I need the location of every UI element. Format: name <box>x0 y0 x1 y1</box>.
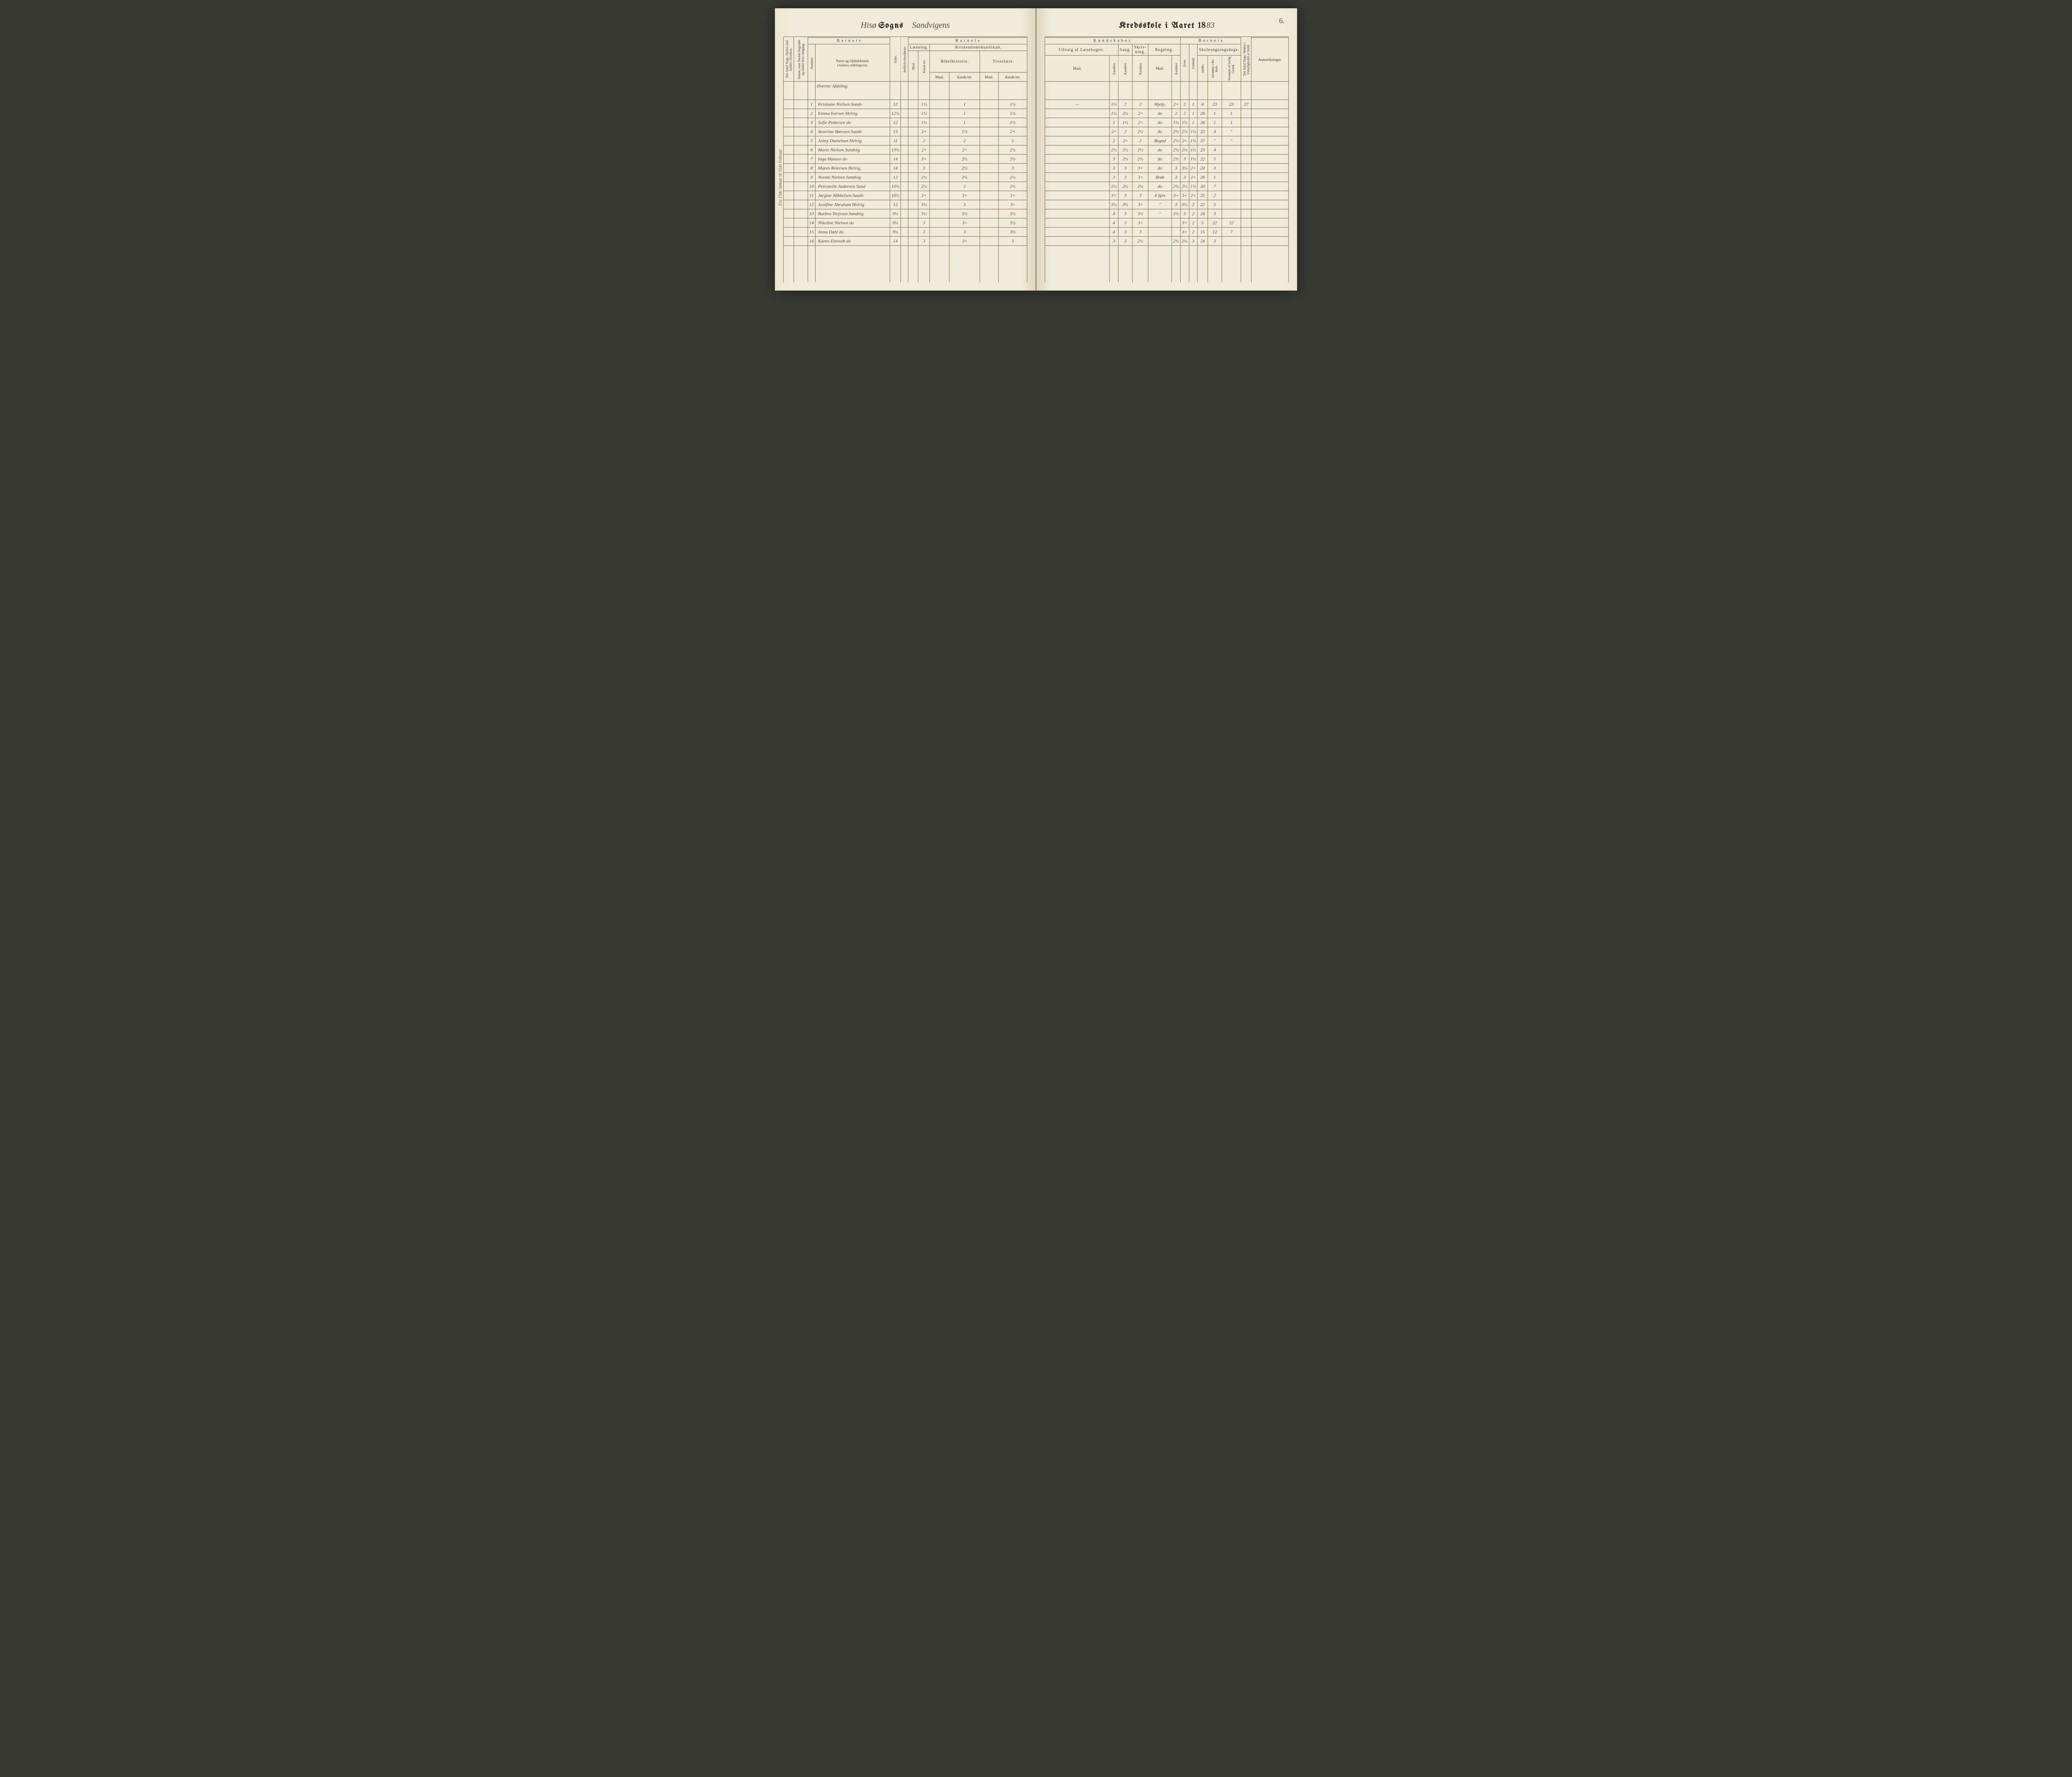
left-title: Hisø Sogns Sandvigens <box>783 21 1027 30</box>
col-regning: Regning. <box>1148 44 1181 56</box>
table-row: 6Marie Nielsen Sandvig13½2÷2÷2½ <box>784 145 1027 155</box>
table-row: 10Petronelle Andersen Sand10½2½22½ <box>784 182 1027 191</box>
group-barnets-r: B a r n e t s <box>1180 37 1241 44</box>
col-laesning: Læsning. <box>908 44 930 51</box>
col-antal-dage-r: Det Antal Dage, Skolen i Virkeligheden e… <box>1241 37 1251 82</box>
left-table: Det Antal Dage, Skolen skal holdes i Kre… <box>783 36 1027 282</box>
group-barnets-l2: B a r n e t s <box>908 37 1027 44</box>
blank-row <box>1045 255 1289 264</box>
table-row: 2½2½2½do2½2½1½234 <box>1045 145 1289 155</box>
table-row: 433½"3½32243 <box>1045 209 1289 218</box>
right-page: 6. Kredsskole i Aaret 1883 K u n d s k a… <box>1036 8 1297 291</box>
table-row: 16Karen Elstvedt do1433÷3 <box>784 237 1027 246</box>
col-evne: Evne. <box>1180 44 1189 82</box>
table-row: 11Jørgine Mikkelsen Sandv10½3+3+3+ <box>784 191 1027 200</box>
table-row: 13Barbra Terjesen Sandvig9½3½3½3½ <box>784 209 1027 218</box>
col-reg-kar: Karakter. <box>1172 56 1181 82</box>
table-row: 11½2÷do1½1½12611 <box>1045 118 1289 127</box>
col-troes: Troeslære. <box>980 51 1027 73</box>
col-indskrev: Indskrivelsesdatum. <box>901 37 908 82</box>
col-reg-maal: Maal. <box>1148 56 1172 82</box>
blank-row <box>784 91 1027 100</box>
blank-row <box>1045 264 1289 273</box>
col-modte: mødte. <box>1198 56 1208 82</box>
left-page: Fra 15de Januar til 15de Februar Hisø So… <box>775 8 1036 291</box>
table-row: 15Anna Dahl do9½333½ <box>784 228 1027 237</box>
section-heading-row: Øverste Afdeling <box>784 82 1027 91</box>
col-datum: Datum, naar Skolen begynder og slutter h… <box>794 37 808 82</box>
table-row: 32½2½do2½31½225 <box>1045 155 1289 164</box>
blank-row <box>784 273 1027 282</box>
table-row: 333÷Brøk332+261 <box>1045 173 1289 182</box>
page-number: 6. <box>1279 17 1285 25</box>
col-antal-dage: Det Antal Dage, Skolen skal holdes i Kre… <box>784 37 794 82</box>
table-row: 332½2½2½3243 <box>1045 237 1289 246</box>
right-title: Kredsskole i Aaret 1883 <box>1045 21 1289 30</box>
blank-row-r2 <box>1045 91 1289 100</box>
table-row: 9Noomi Nielsen Sandvig122½2½2½ <box>784 173 1027 182</box>
col-skr-kar: Karakter. <box>1133 56 1148 82</box>
table-row: 2÷22½do2½2½1½234" <box>1045 127 1289 136</box>
blank-row <box>784 264 1027 273</box>
right-table: K u n d s k a b e r. B a r n e t s Det A… <box>1045 36 1289 282</box>
col-skriv: Skriv-ning. <box>1133 44 1148 56</box>
col-tro-kar: Karak-ter. <box>998 73 1027 82</box>
table-row: 5Jenny Danielsen Helvig11222 <box>784 136 1027 145</box>
table-row: 1Kristiane Nielsen Sandv121½11½ <box>784 100 1027 109</box>
margin-note: Fra 15de Januar til 15de Februar <box>778 149 783 206</box>
col-udvalg: Udvalg af Læsebogen. <box>1045 44 1118 56</box>
table-row: 3½3½3÷"33½2225 <box>1045 200 1289 209</box>
col-sang: Sang. <box>1118 44 1133 56</box>
table-row: 12Josefine Abraham Helvig123½33÷ <box>784 200 1027 209</box>
ledger-book: Fra 15de Januar til 15de Februar Hisø So… <box>775 8 1297 291</box>
table-row: 2½2½2½do2½2½1½207 <box>1045 182 1289 191</box>
col-bibel: Bibelhistorie. <box>930 51 980 73</box>
table-row: —1½22Hjelp.2+214232327 <box>1045 100 1289 109</box>
blank-row <box>1045 273 1289 282</box>
col-fors1: forsømte i det Hele. <box>1208 56 1222 82</box>
col-kristendom: Kristendomskundskab. <box>930 44 1027 51</box>
table-row: 4Severine Børesen Sandv132+1½2+ <box>784 127 1027 136</box>
col-navn: Navn og Opholdssted. (Anføres afdelingsv… <box>816 44 890 82</box>
col-anm: Anmærkninger. <box>1251 37 1289 82</box>
group-barnets-l: B a r n e t s <box>808 37 890 44</box>
col-forhold: Forhold. <box>1189 44 1198 82</box>
blank-row <box>784 246 1027 255</box>
table-row: 1½2½2÷do2212611 <box>1045 109 1289 118</box>
col-udv-kar: Karakter. <box>1110 56 1118 82</box>
blank-row-r <box>1045 82 1289 91</box>
col-laes-kar: Karak-ter. <box>918 51 930 82</box>
table-row: 22÷2Begnd2½2÷1½27"" <box>1045 136 1289 145</box>
blank-row <box>784 255 1027 264</box>
col-sang-kar: Karakter. <box>1118 56 1133 82</box>
col-nummer: Nummer. <box>808 44 816 82</box>
blank-row <box>1045 246 1289 255</box>
table-row: 333+do33½2+243 <box>1045 164 1289 173</box>
col-tro-maal: Maal. <box>980 73 998 82</box>
table-row: 433÷3+252222 <box>1045 218 1289 228</box>
col-skolesog: Skolesøgningsdage. <box>1198 44 1241 56</box>
col-fors2: forsømte af lovlig Grund. <box>1222 56 1241 82</box>
col-bib-maal: Maal. <box>930 73 949 82</box>
table-row: 3+334 Sprt3+3+2+252 <box>1045 191 1289 200</box>
table-row: 2Emma Iversen Helvig12½1½11½ <box>784 109 1027 118</box>
group-kundskaber: K u n d s k a b e r. <box>1045 37 1181 44</box>
col-alder: Alder. <box>890 37 901 82</box>
col-laes-maal: Maal. <box>908 51 918 82</box>
table-row: 4333+215127 <box>1045 228 1289 237</box>
table-row: 3Sofie Pedersen do121½11½ <box>784 118 1027 127</box>
col-bib-kar: Karak-ter. <box>949 73 980 82</box>
table-row: 7Inga Hansen do143+2½2½ <box>784 155 1027 164</box>
table-row: 8Maren Reiersen Helvig1432½3 <box>784 164 1027 173</box>
col-udv-maal: Maal. <box>1045 56 1110 82</box>
table-row: 14Nikoline Nielsen do9½33÷3½ <box>784 218 1027 228</box>
